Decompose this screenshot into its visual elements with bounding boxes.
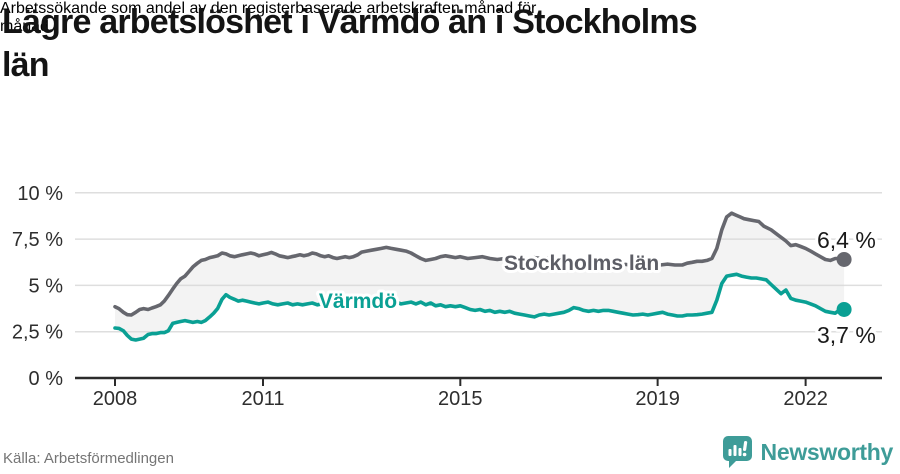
newsworthy-logo-icon <box>722 436 752 468</box>
series-line-varmdo <box>113 272 846 342</box>
x-tick-label: 2022 <box>783 388 828 410</box>
bar-icon-tall <box>733 445 737 456</box>
newsworthy-logo: Newsworthy <box>722 435 893 469</box>
x-tick-label: 2008 <box>93 388 138 410</box>
bar-icon-medium <box>738 448 742 456</box>
x-tick-label: 2019 <box>635 388 680 410</box>
y-tick-label: 7,5 % <box>12 229 63 251</box>
page-title: Lägre arbetslöshet i Värmdö än i Stockho… <box>2 1 698 87</box>
exclamation-bar-icon <box>742 441 747 452</box>
subtitle-line-1: Arbetssökande som andel av den registerb… <box>0 0 537 17</box>
series-label-stockholm: Stockholms län <box>504 252 659 275</box>
end-value-label-stockholm: 6,4 % <box>817 227 876 253</box>
y-tick-label: 5 % <box>29 275 64 297</box>
speech-bubble-shape <box>722 436 752 468</box>
subtitle-line-2: månad. <box>0 18 54 35</box>
x-tick-label: 2015 <box>438 388 483 410</box>
series-end-dot-stockholm <box>836 251 852 267</box>
exclamation-dot-icon <box>742 452 746 457</box>
brand-name: Newsworthy <box>760 438 894 465</box>
y-tick-label: 0 % <box>29 368 64 390</box>
x-tick-label: 2011 <box>241 388 284 410</box>
y-tick-label: 10 % <box>17 183 63 205</box>
source-note: Källa: Arbetsförmedlingen <box>3 450 174 467</box>
title-line-2: län <box>2 46 50 84</box>
series-end-dot-varmdo <box>836 301 852 317</box>
series-label-varmdo: Värmdö <box>319 290 397 313</box>
title-line-1: Lägre arbetslöshet i Värmdö än i Stockho… <box>2 3 698 41</box>
series-line-stockholm <box>113 211 846 317</box>
bar-icon-small <box>728 449 732 456</box>
end-value-label-varmdo: 3,7 % <box>817 322 876 348</box>
y-tick-label: 2,5 % <box>12 322 63 344</box>
between-series-band <box>115 213 845 340</box>
